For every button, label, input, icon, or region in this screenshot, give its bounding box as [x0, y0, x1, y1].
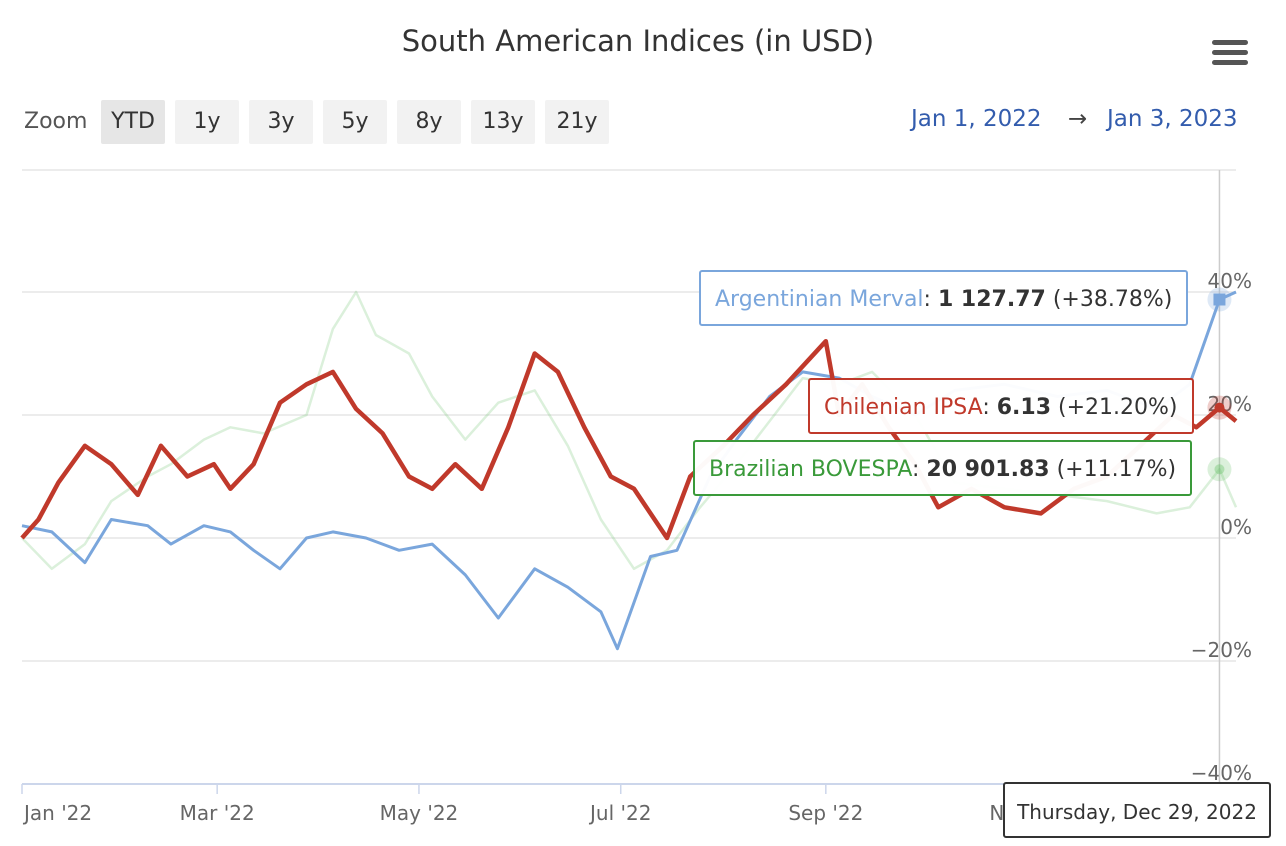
- y-axis-ticks: 40%20%0%−20%−40%: [1191, 269, 1252, 785]
- point-halo: [1207, 457, 1232, 482]
- tooltip-value: 6.13: [996, 395, 1052, 420]
- zoom-button-5y[interactable]: 5y: [323, 100, 387, 144]
- y-tick-label: 0%: [1220, 515, 1252, 539]
- tooltip-change: (+11.17%): [1056, 457, 1177, 482]
- zoom-button-13y[interactable]: 13y: [471, 100, 535, 144]
- hamburger-menu-icon[interactable]: [1212, 40, 1248, 70]
- tooltip-value: 1 127.77: [937, 287, 1046, 312]
- tooltip-date: Thursday, Dec 29, 2022: [1003, 782, 1271, 838]
- range-to-input[interactable]: Jan 3, 2023: [1107, 106, 1238, 132]
- tooltip-argentinian-merval: Argentinian Merval: 1 127.77 (+38.78%): [699, 270, 1189, 326]
- chart-title: South American Indices (in USD): [401, 24, 875, 58]
- x-tick-label: Jul '22: [588, 801, 651, 825]
- tooltip-series-name: Chilenian IPSA: [824, 395, 983, 420]
- tooltip-series-name: Argentinian Merval: [715, 287, 924, 312]
- range-arrow: →: [1068, 106, 1088, 132]
- zoom-button-ytd[interactable]: YTD: [101, 100, 165, 144]
- tooltip-chilenian-ipsa: Chilenian IPSA: 6.13 (+21.20%): [808, 378, 1194, 434]
- x-tick-label: Sep '22: [788, 801, 863, 825]
- zoom-button-1y[interactable]: 1y: [175, 100, 239, 144]
- tooltip-change: (+21.20%): [1058, 395, 1178, 420]
- y-tick-label: −20%: [1191, 638, 1252, 662]
- series-markers: [1207, 287, 1232, 482]
- tooltip-brazilian-bovespa: Brazilian BOVESPA: 20 901.83 (+11.17%): [693, 440, 1193, 496]
- zoom-button-21y[interactable]: 21y: [545, 100, 609, 144]
- x-tick-label: Mar '22: [180, 801, 255, 825]
- point-marker: [1214, 464, 1225, 475]
- tooltip-change: (+38.78%): [1052, 287, 1173, 312]
- point-marker: [1213, 293, 1226, 306]
- y-tick-label: 40%: [1208, 269, 1252, 293]
- x-tick-label: May '22: [380, 801, 459, 825]
- y-tick-label: −40%: [1191, 761, 1252, 785]
- x-tick-label: Jan '22: [22, 801, 92, 825]
- zoom-label: Zoom: [24, 109, 88, 134]
- point-marker: [1214, 402, 1225, 413]
- zoom-button-3y[interactable]: 3y: [249, 100, 313, 144]
- range-from-input[interactable]: Jan 1, 2022: [911, 106, 1042, 132]
- zoom-button-8y[interactable]: 8y: [397, 100, 461, 144]
- tooltip-series-name: Brazilian BOVESPA: [709, 457, 912, 482]
- tooltip-value: 20 901.83: [926, 457, 1050, 482]
- series-line-chilenian-ipsa[interactable]: [20, 338, 1238, 541]
